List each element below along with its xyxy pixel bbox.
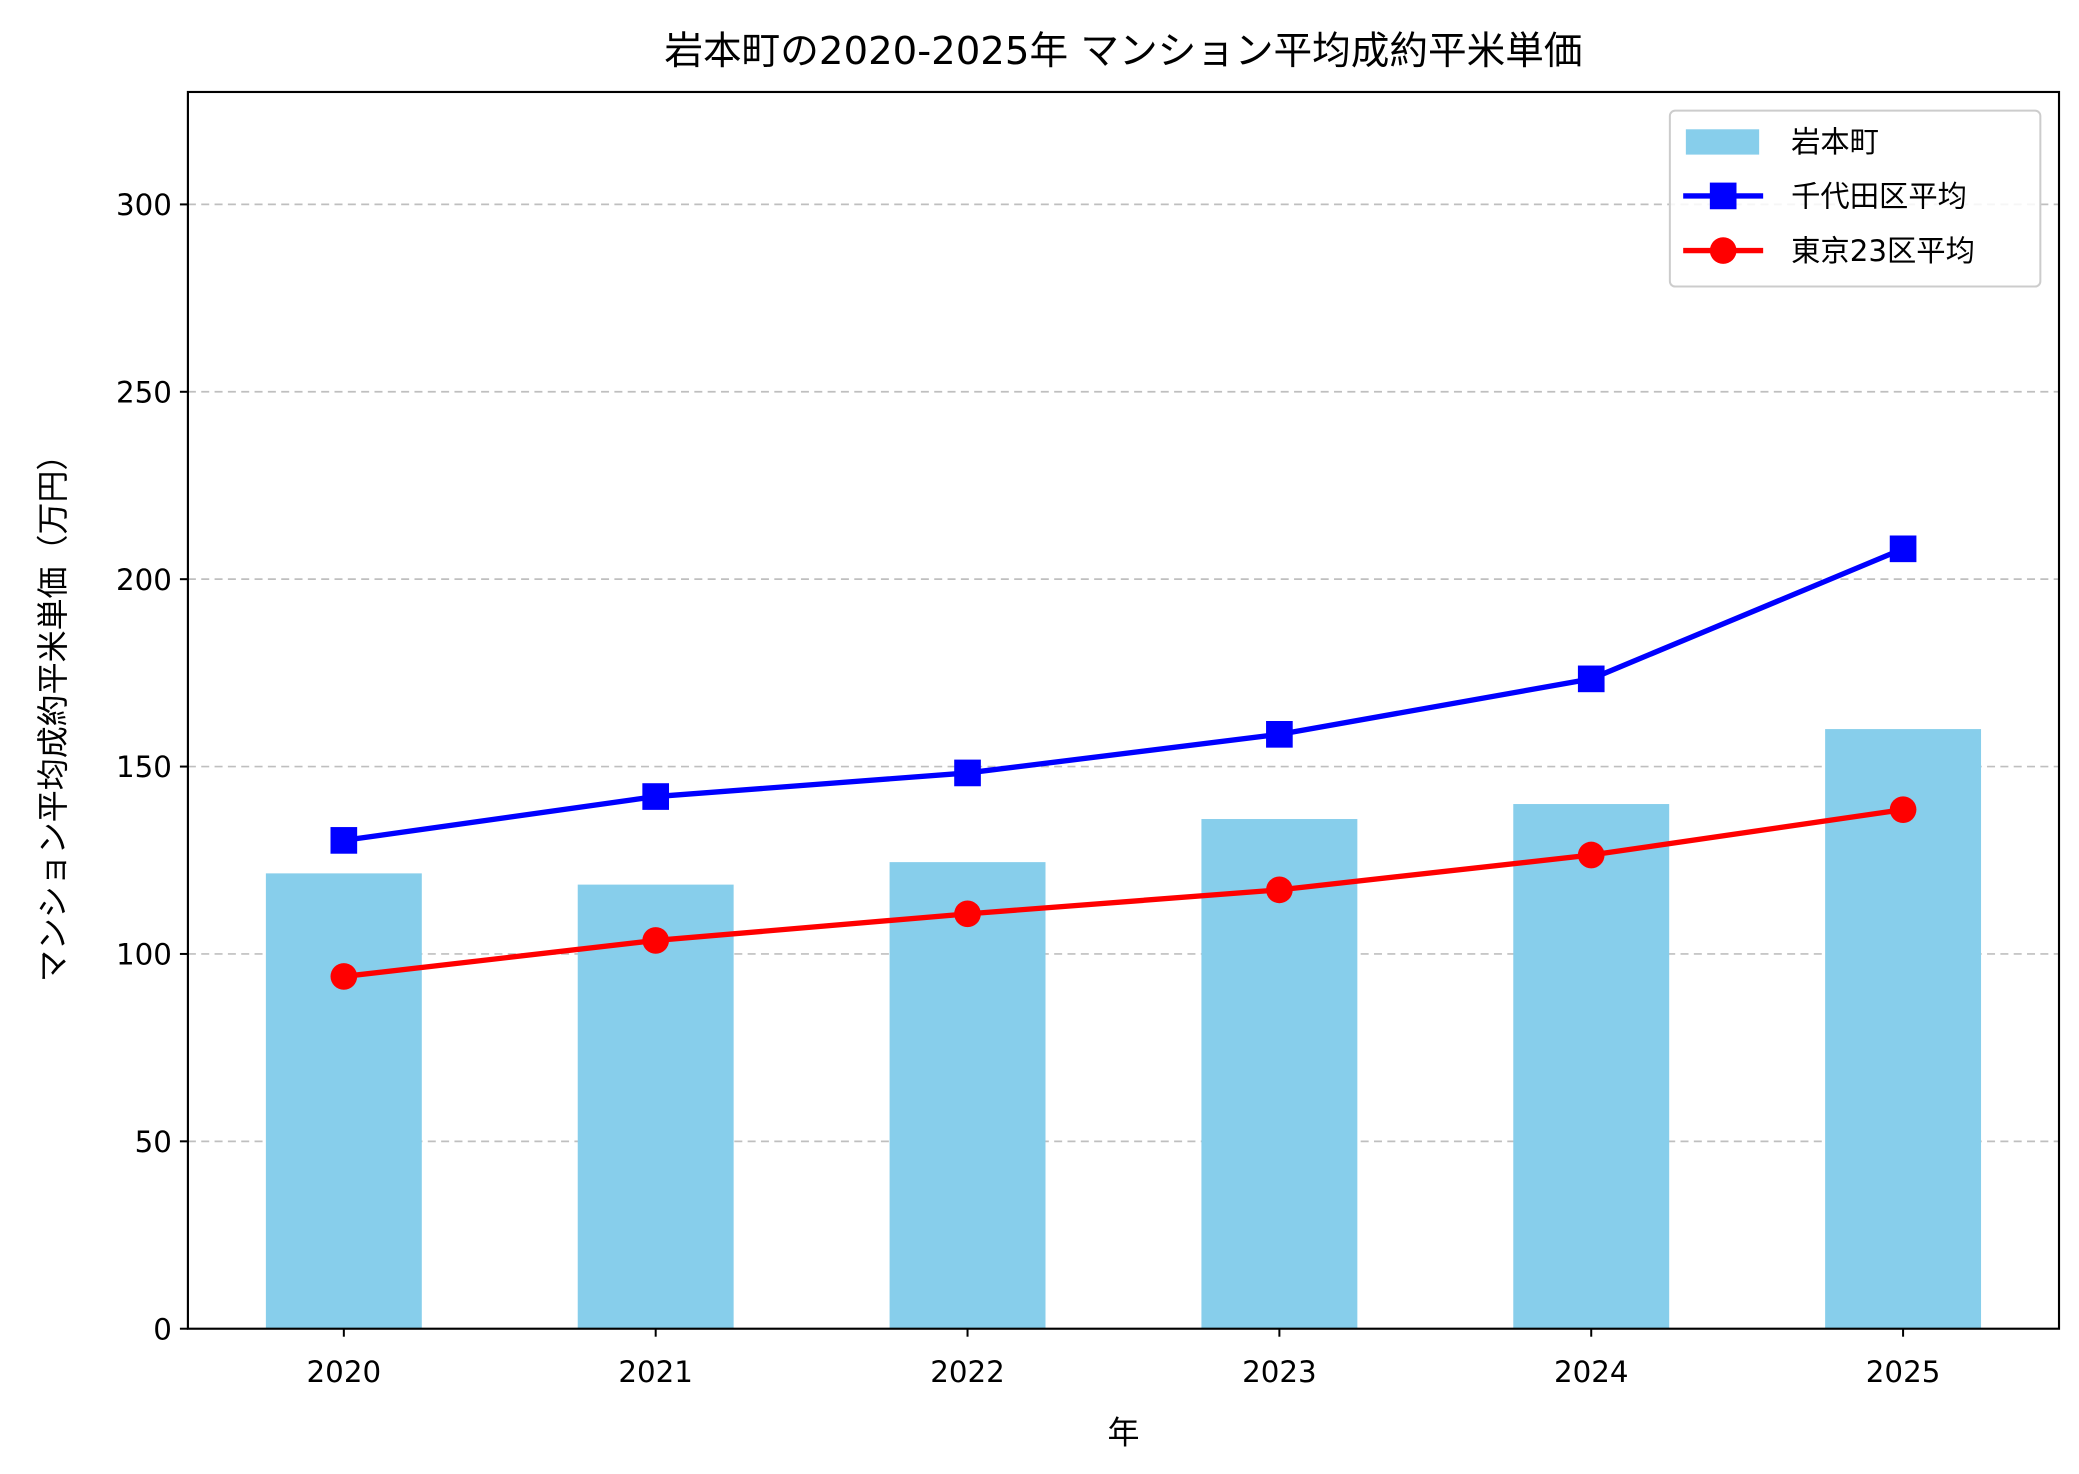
y-tick-label: 50 <box>135 1125 172 1159</box>
bar-2020 <box>265 873 422 1329</box>
legend-label: 東京23区平均 <box>1791 234 1975 268</box>
marker-circle-2021 <box>642 927 670 954</box>
line-series-2 <box>343 807 1904 980</box>
legend-marker-square <box>1709 182 1737 210</box>
legend-swatch-bar <box>1685 129 1760 155</box>
legend-label: 岩本町 <box>1791 125 1879 159</box>
y-tick-label: 250 <box>116 375 172 409</box>
x-tick-label: 2022 <box>930 1355 1005 1389</box>
marker-square-2020 <box>330 827 358 854</box>
y-axis-label: マンション平均成約平米単価（万円） <box>34 439 72 982</box>
marker-square-2024 <box>1577 665 1605 693</box>
line-series-1 <box>343 546 1905 844</box>
y-axis: 0 50 100 150 200 250 300 <box>116 188 188 1346</box>
y-tick-label: 100 <box>116 938 172 972</box>
marker-circle-2025 <box>1889 796 1917 823</box>
bar-2021 <box>577 884 734 1329</box>
y-tick-label: 0 <box>153 1312 172 1346</box>
y-tick-label: 150 <box>116 750 172 784</box>
bar-2022 <box>889 862 1046 1329</box>
grid-lines <box>187 203 2060 1143</box>
marker-circle-2022 <box>954 900 981 928</box>
bar-2024 <box>1513 804 1670 1329</box>
marker-circle-2024 <box>1577 841 1605 869</box>
marker-square-2025 <box>1889 535 1917 563</box>
marker-square-2022 <box>954 759 981 787</box>
legend-marker-circle <box>1709 237 1737 264</box>
x-tick-label: 2020 <box>307 1355 382 1389</box>
plot-frame <box>186 90 2061 1330</box>
marker-square-2021 <box>642 783 670 810</box>
marker-square-2023 <box>1266 721 1293 748</box>
y-tick-label: 200 <box>116 563 172 597</box>
x-tick-label: 2021 <box>618 1355 693 1389</box>
legend-label: 千代田区平均 <box>1791 180 1967 214</box>
marker-circle-2020 <box>330 963 358 990</box>
x-tick-label: 2023 <box>1242 1355 1317 1389</box>
lines <box>330 535 1917 990</box>
y-tick-label: 300 <box>116 188 172 222</box>
bar-2025 <box>1825 729 1982 1329</box>
x-axis-label: 年 <box>1107 1413 1139 1451</box>
x-tick-label: 2025 <box>1866 1355 1941 1389</box>
x-tick-label: 2024 <box>1554 1355 1629 1389</box>
legend-frame <box>1668 109 2042 288</box>
marker-circle-2023 <box>1266 876 1293 904</box>
chart-title: 岩本町の2020-2025年 マンション平均成約平米単価 <box>664 29 1582 74</box>
bar-2023 <box>1201 819 1358 1329</box>
bars <box>265 729 1982 1329</box>
x-axis: 2020 2021 2022 2023 2024 2025 <box>307 1328 1941 1389</box>
